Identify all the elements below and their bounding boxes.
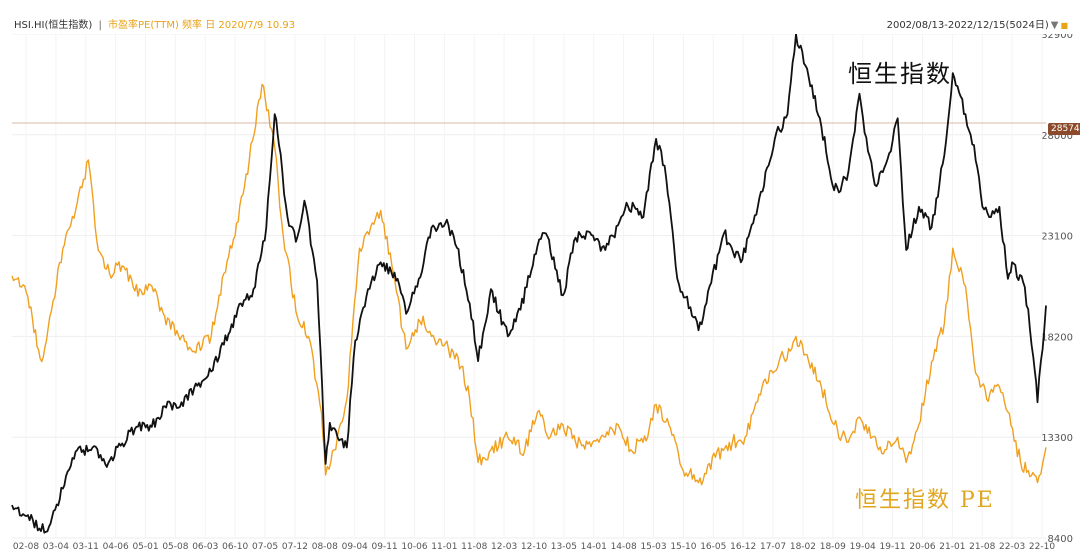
- x-tick-label: 07-12: [282, 542, 308, 552]
- x-tick-label: 04-06: [103, 542, 129, 552]
- y-tick-label: 8400: [1048, 534, 1073, 545]
- x-tick-label: 15-03: [640, 542, 666, 552]
- symbol-label[interactable]: HSI.HI(恒生指数): [14, 20, 93, 31]
- x-tick-label: 03-04: [43, 542, 69, 552]
- x-tick-label: 16-05: [700, 542, 726, 552]
- y-tick-label: 32900: [1041, 34, 1073, 41]
- x-tick-label: 13-05: [551, 542, 577, 552]
- pe-series-label: 恒生指数 PE: [855, 488, 995, 513]
- x-tick-label: 11-01: [431, 542, 457, 552]
- x-tick-label: 06-03: [192, 542, 218, 552]
- y-tick-label: 18200: [1041, 332, 1073, 343]
- x-tick-label: 18-09: [820, 542, 846, 552]
- x-tick-label: 22-03: [999, 542, 1025, 552]
- y-tick-label: 13300: [1041, 433, 1073, 444]
- x-tick-label: 17-07: [760, 542, 786, 552]
- x-tick-label: 09-04: [342, 542, 368, 552]
- y-tick-label: 28000: [1041, 131, 1073, 142]
- x-tick-label: 12-10: [521, 542, 547, 552]
- pe-series-line: [11, 83, 1047, 486]
- series-dot-icon: ■: [1060, 21, 1068, 30]
- y-tick-label: 23100: [1041, 232, 1073, 243]
- x-tick-label: 14-08: [611, 542, 637, 552]
- x-tick-label: 08-08: [312, 542, 338, 552]
- x-tick-label: 14-01: [581, 542, 607, 552]
- x-tick-label: 05-08: [162, 542, 188, 552]
- triangle-down-icon[interactable]: ▼: [1050, 20, 1059, 31]
- date-range-selector[interactable]: 2002/08/13-2022/12/15(5024日) ▼ ■: [887, 16, 1068, 31]
- chart-area: 8400 13300 18200 23100 28000 32900 02-08 03-04 0…: [11, 34, 1073, 552]
- x-tick-label: 03-11: [73, 542, 99, 552]
- index-series-line: [11, 34, 1047, 534]
- x-tick-label: 21-08: [969, 542, 995, 552]
- pe-info-label: 市盈率PE(TTM) 频率 日 2020/7/9 10.93: [108, 20, 296, 31]
- x-tick-label: 19-11: [880, 542, 906, 552]
- x-tick-label: 12-03: [491, 542, 517, 552]
- x-tick-label: 18-02: [790, 542, 816, 552]
- x-tick-label: 06-10: [222, 542, 248, 552]
- price-marker-label: 28574: [1048, 123, 1080, 135]
- x-tick-label: 16-12: [730, 542, 756, 552]
- x-tick-label: 20-06: [909, 542, 935, 552]
- x-tick-label: 02-08: [13, 542, 39, 552]
- x-tick-label: 07-05: [252, 542, 278, 552]
- x-tick-label: 10-06: [401, 542, 427, 552]
- chart-header: HSI.HI(恒生指数) | 市盈率PE(TTM) 频率 日 2020/7/9 …: [0, 0, 1080, 40]
- x-tick-label: 22-10: [1029, 542, 1055, 552]
- x-tick-label: 11-08: [461, 542, 487, 552]
- x-tick-label: 09-11: [372, 542, 398, 552]
- date-range-label: 2002/08/13-2022/12/15(5024日): [886, 20, 1049, 31]
- chart-info-bar: HSI.HI(恒生指数) | 市盈率PE(TTM) 频率 日 2020/7/9 …: [14, 16, 295, 31]
- x-tick-label: 05-01: [132, 542, 158, 552]
- hsi-series-label: 恒生指数: [848, 60, 952, 88]
- x-tick-label: 15-10: [670, 542, 696, 552]
- x-tick-label: 21-01: [939, 542, 965, 552]
- separator: |: [98, 20, 102, 31]
- x-tick-label: 19-04: [850, 542, 876, 552]
